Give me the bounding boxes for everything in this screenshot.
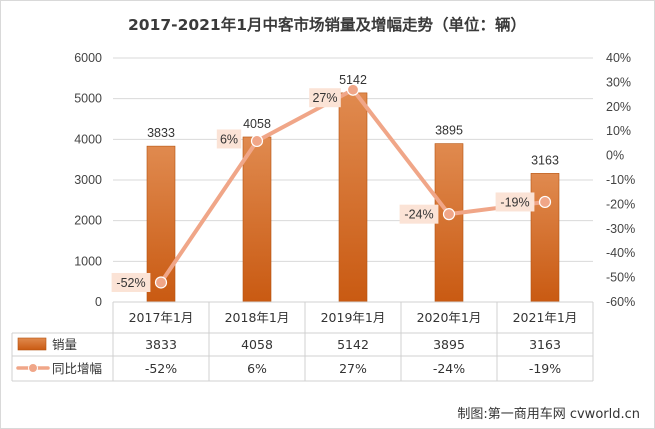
bar bbox=[530, 173, 560, 303]
y-right-tick-label: -60% bbox=[606, 295, 635, 309]
x-category-label: 2019年1月 bbox=[321, 310, 386, 325]
y-right-tick-label: -50% bbox=[606, 271, 635, 285]
growth-label-box bbox=[111, 272, 151, 292]
legend-line-marker bbox=[28, 363, 38, 373]
y-left-tick-label: 1000 bbox=[74, 254, 102, 268]
bar-value-label: 4058 bbox=[243, 117, 271, 131]
y-left-tick-label: 3000 bbox=[74, 173, 102, 187]
table-cell-growth: -19% bbox=[529, 361, 561, 376]
growth-label-box bbox=[495, 192, 535, 212]
growth-label-box bbox=[309, 88, 341, 108]
bar-value-label: 5142 bbox=[339, 73, 367, 87]
table-cell-growth: 6% bbox=[247, 361, 267, 376]
growth-marker bbox=[442, 208, 456, 221]
table-cell-sales: 3895 bbox=[433, 337, 465, 352]
x-category-label: 2020年1月 bbox=[417, 310, 482, 325]
y-right-tick-label: -30% bbox=[606, 222, 635, 236]
bar bbox=[242, 136, 272, 303]
bar bbox=[146, 145, 176, 303]
growth-marker bbox=[250, 134, 264, 148]
y-right-tick-label: -10% bbox=[606, 173, 635, 187]
table-cell-sales: 4058 bbox=[241, 337, 273, 352]
table-cell-growth: -24% bbox=[433, 361, 465, 376]
growth-value-label: 6% bbox=[220, 132, 238, 146]
legend-line-label: 同比增幅 bbox=[52, 361, 102, 376]
growth-value-label: -52% bbox=[116, 276, 145, 290]
growth-marker bbox=[154, 276, 168, 289]
y-left-tick-label: 5000 bbox=[74, 92, 102, 106]
x-category-label: 2021年1月 bbox=[513, 310, 578, 325]
x-category-label: 2017年1月 bbox=[129, 310, 194, 325]
legend-bar-label: 销量 bbox=[52, 337, 77, 352]
y-right-tick-label: 20% bbox=[606, 100, 631, 114]
y-right-tick-label: 10% bbox=[606, 124, 631, 138]
bar-value-label: 3833 bbox=[147, 126, 175, 140]
growth-value-label: 27% bbox=[312, 91, 337, 105]
growth-marker bbox=[346, 83, 360, 96]
bar-value-label: 3163 bbox=[531, 153, 559, 167]
bar bbox=[434, 143, 464, 303]
growth-label-box bbox=[216, 129, 242, 149]
y-right-tick-label: -20% bbox=[606, 197, 635, 211]
y-left-tick-label: 6000 bbox=[74, 51, 102, 65]
table-cell-sales: 5142 bbox=[337, 337, 369, 352]
y-right-tick-label: 40% bbox=[606, 51, 631, 65]
growth-value-label: -19% bbox=[500, 195, 529, 209]
y-left-tick-label: 4000 bbox=[74, 132, 102, 146]
table-cell-growth: -52% bbox=[145, 361, 177, 376]
y-left-tick-label: 2000 bbox=[74, 214, 102, 228]
bar-value-label: 3895 bbox=[435, 124, 463, 138]
y-right-tick-label: 0% bbox=[606, 149, 624, 163]
legend-bar-key bbox=[17, 337, 47, 351]
y-right-tick-label: 30% bbox=[606, 75, 631, 89]
y-right-tick-label: -40% bbox=[606, 246, 635, 260]
growth-value-label: -24% bbox=[404, 208, 433, 222]
table-cell-sales: 3163 bbox=[529, 337, 561, 352]
table-cell-growth: 27% bbox=[339, 361, 367, 376]
bar bbox=[338, 92, 368, 303]
x-category-label: 2018年1月 bbox=[225, 310, 290, 325]
growth-marker bbox=[538, 195, 552, 209]
y-left-tick-label: 0 bbox=[95, 295, 102, 309]
chart-credit: 制图:第一商用车网 cvworld.cn bbox=[457, 406, 640, 422]
chart-title: 2017-2021年1月中客市场销量及增幅走势（单位：辆） bbox=[128, 15, 526, 34]
growth-label-box bbox=[399, 204, 439, 224]
table-cell-sales: 3833 bbox=[145, 337, 177, 352]
